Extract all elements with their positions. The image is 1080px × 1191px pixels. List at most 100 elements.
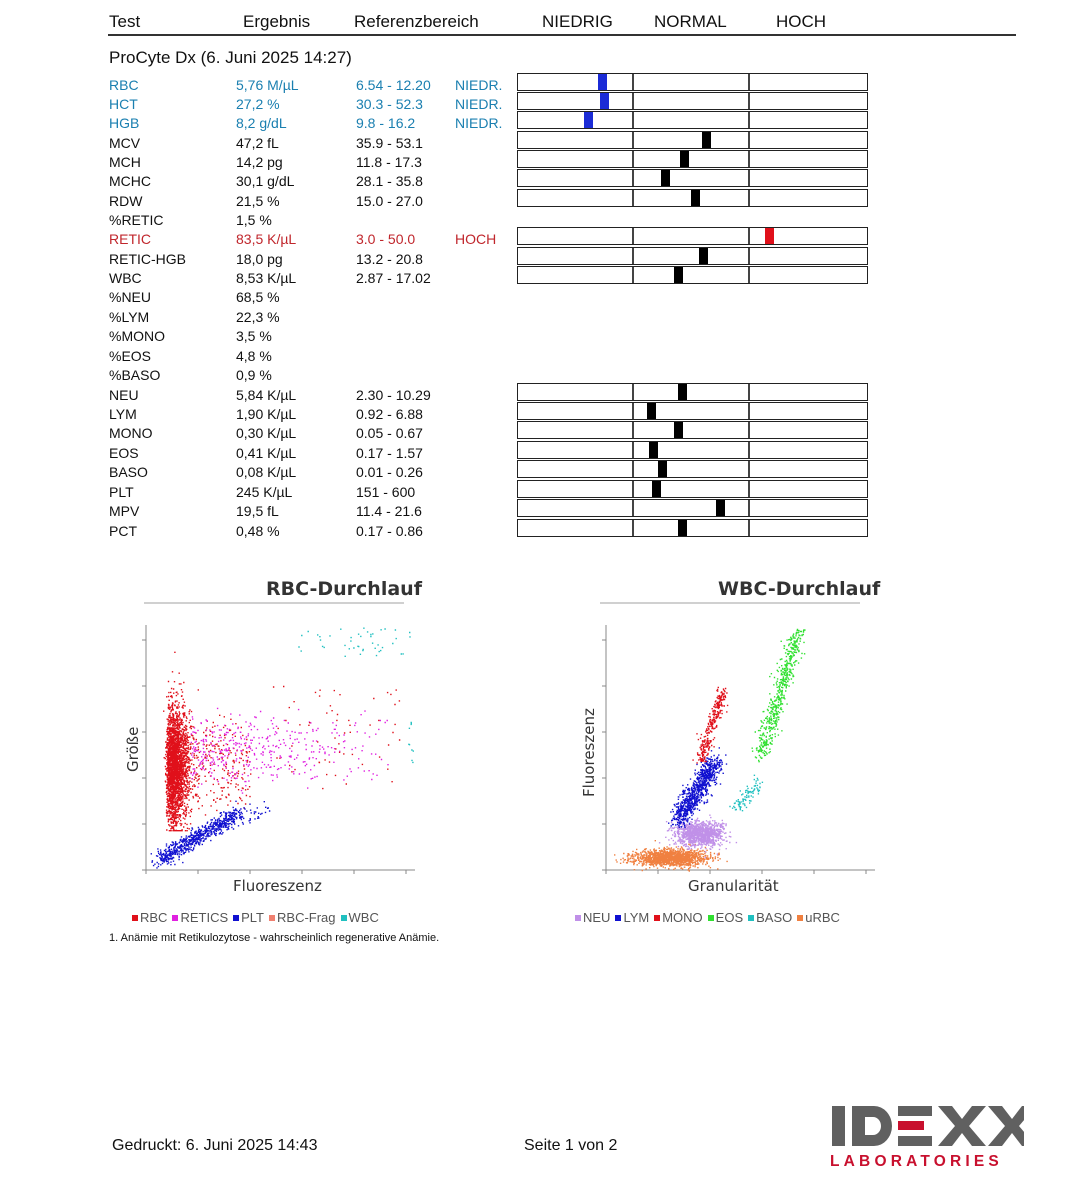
- legend-swatch: [340, 915, 347, 921]
- baso-cluster: [729, 774, 764, 812]
- urbc-cluster: [614, 840, 728, 872]
- gauge-divider: [748, 112, 750, 128]
- test-value: 1,5 %: [236, 212, 272, 228]
- legend-label: uRBC: [805, 910, 840, 925]
- test-value: 1,90 K/µL: [236, 406, 297, 422]
- range-gauge: [517, 460, 868, 478]
- test-name: LYM: [109, 406, 137, 422]
- reference-range: 2.87 - 17.02: [356, 270, 431, 286]
- test-name: NEU: [109, 387, 139, 403]
- test-name: EOS: [109, 445, 139, 461]
- test-value: 0,41 K/µL: [236, 445, 297, 461]
- result-row: MCHC 30,1 g/dL 28.1 - 35.8: [0, 171, 1080, 190]
- printed-date: Gedruckt: 6. Juni 2025 14:43: [112, 1137, 318, 1154]
- gauge-marker: [658, 461, 667, 477]
- result-row: WBC 8,53 K/µL 2.87 - 17.02: [0, 268, 1080, 287]
- result-row: MCH 14,2 pg 11.8 - 17.3: [0, 152, 1080, 171]
- test-name: MONO: [109, 425, 153, 441]
- test-value: 18,0 pg: [236, 251, 283, 267]
- reference-range: 11.8 - 17.3: [356, 154, 422, 170]
- result-row: %LYM 22,3 %: [0, 307, 1080, 326]
- gauge-divider: [748, 500, 750, 516]
- gauge-divider: [748, 384, 750, 400]
- gauge-divider: [632, 248, 634, 264]
- gauge-divider: [748, 93, 750, 109]
- range-gauge: [517, 266, 868, 284]
- run-title: ProCyte Dx (6. Juni 2025 14:27): [109, 48, 352, 67]
- gauge-divider: [632, 112, 634, 128]
- result-row: %RETIC 1,5 %: [0, 210, 1080, 229]
- test-name: HGB: [109, 115, 140, 131]
- mono-cluster: [692, 686, 729, 764]
- legend-label: RBC: [140, 910, 168, 925]
- gauge-marker: [680, 151, 689, 167]
- gauge-marker: [691, 190, 700, 206]
- gauge-marker: [674, 422, 683, 438]
- test-name: BASO: [109, 464, 148, 480]
- range-gauge: [517, 227, 868, 245]
- test-name: %MONO: [109, 328, 165, 344]
- wbc-plot-title-rule: [600, 602, 860, 604]
- header-normal: NORMAL: [654, 12, 727, 31]
- wbc-plot-title: WBC-Durchlauf: [718, 578, 881, 600]
- test-value: 8,53 K/µL: [236, 270, 297, 286]
- test-name: RBC: [109, 77, 139, 93]
- result-row: MCV 47,2 fL 35.9 - 53.1: [0, 133, 1080, 152]
- legend-item: PLT: [233, 910, 264, 925]
- legend-swatch: [797, 915, 804, 921]
- gauge-marker: [649, 442, 658, 458]
- gauge-marker: [647, 403, 656, 419]
- gauge-divider: [748, 422, 750, 438]
- legend-item: RETICS: [172, 910, 228, 925]
- result-row: MPV 19,5 fL 11.4 - 21.6: [0, 501, 1080, 520]
- legend-label: NEU: [583, 910, 611, 925]
- test-value: 3,5 %: [236, 328, 272, 344]
- plot-axes: [602, 625, 875, 874]
- result-row: %MONO 3,5 %: [0, 326, 1080, 345]
- legend-label: LYM: [623, 910, 650, 925]
- wbc-dots-right: [408, 721, 414, 764]
- legend-label: RETICS: [180, 910, 229, 925]
- header-test: Test: [109, 12, 141, 31]
- test-name: MCHC: [109, 173, 151, 189]
- reference-range: 2.30 - 10.29: [356, 387, 431, 403]
- legend-item: RBC-Frag: [269, 910, 336, 925]
- rbc-cluster: [163, 651, 207, 832]
- test-value: 4,8 %: [236, 348, 272, 364]
- header-reference: Referenzbereich: [354, 12, 479, 31]
- legend-item: MONO: [654, 910, 703, 925]
- gauge-divider: [632, 422, 634, 438]
- test-value: 47,2 fL: [236, 135, 279, 151]
- neu-cluster: [658, 814, 738, 859]
- result-row: HCT 27,2 % 30.3 - 52.3 NIEDR.: [0, 94, 1080, 113]
- test-value: 21,5 %: [236, 193, 280, 209]
- rbc-plot-xlabel: Fluoreszenz: [233, 877, 322, 895]
- plot-axes: [142, 625, 415, 874]
- rbc-plot-ylabel: Größe: [124, 726, 142, 772]
- rbc-plot-title: RBC-Durchlauf: [266, 578, 422, 600]
- test-name: %BASO: [109, 367, 161, 383]
- status-flag: NIEDR.: [455, 115, 503, 131]
- test-value: 83,5 K/µL: [236, 231, 297, 247]
- legend-swatch: [233, 915, 240, 921]
- gauge-marker: [652, 481, 661, 497]
- test-name: HCT: [109, 96, 138, 112]
- reference-range: 151 - 600: [356, 484, 416, 500]
- status-flag: HOCH: [455, 231, 497, 247]
- legend-label: RBC-Frag: [277, 910, 336, 925]
- test-value: 68,5 %: [236, 289, 280, 305]
- reference-range: 3.0 - 50.0: [356, 231, 416, 247]
- gauge-divider: [632, 520, 634, 536]
- range-gauge: [517, 519, 868, 537]
- gauge-divider: [748, 151, 750, 167]
- idexx-logo-wordmark: [832, 1106, 1024, 1146]
- eos-cluster: [751, 628, 806, 763]
- header-high: HOCH: [776, 12, 827, 31]
- gauge-marker: [678, 520, 687, 536]
- test-name: %LYM: [109, 309, 150, 325]
- retics-cluster: [190, 707, 373, 794]
- header-low: NIEDRIG: [542, 12, 613, 31]
- test-value: 245 K/µL: [236, 484, 293, 500]
- range-gauge: [517, 421, 868, 439]
- gauge-marker: [702, 132, 711, 148]
